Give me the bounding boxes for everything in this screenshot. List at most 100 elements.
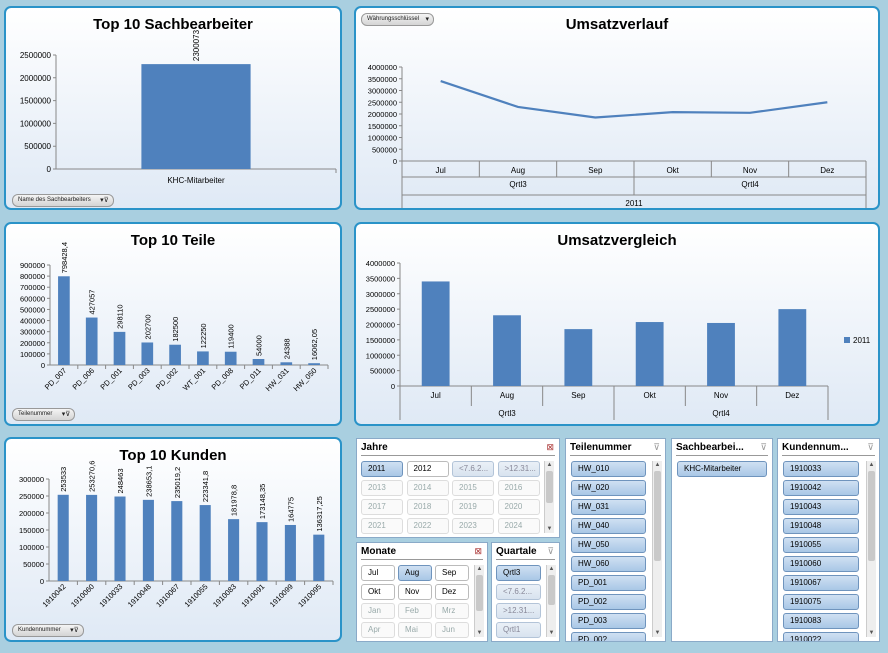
- x-tick-label: HW_050: [292, 366, 319, 393]
- slicer-item[interactable]: 2017: [361, 499, 403, 515]
- chart-panel-teile: Top 10 Teile 0 100000 200000 300000 400000 50…: [4, 222, 342, 426]
- slicer-item[interactable]: 1910048: [783, 518, 859, 534]
- filter-button-kundennummer[interactable]: Kundennummer ▾⊽: [12, 624, 84, 637]
- scroll-down-icon[interactable]: ▼: [476, 630, 483, 636]
- slicer-item[interactable]: Jan: [361, 603, 395, 619]
- x-tick-label: HW_031: [264, 366, 291, 393]
- slicer-item[interactable]: 2014: [406, 480, 449, 496]
- filter-button-sachbearbeiter[interactable]: Name des Sachbearbeiters ▾⊽: [12, 194, 114, 207]
- slicer-item[interactable]: 1910083: [783, 613, 859, 629]
- slicer-item[interactable]: 1910042: [783, 480, 859, 496]
- slicer-item[interactable]: KHC-Mitarbeiter: [677, 461, 767, 477]
- slicer-item[interactable]: HW_031: [571, 499, 646, 515]
- slicer-item[interactable]: 2024: [497, 518, 540, 534]
- slicer-item[interactable]: HW_040: [571, 518, 646, 534]
- chart-title: Top 10 Teile: [130, 232, 216, 249]
- slicer-sachbearbeiter: Sachbearbei... ⊽ KHC-Mitarbeiter: [671, 438, 773, 642]
- y-tick-label: 3500000: [368, 75, 397, 84]
- bar: [141, 342, 154, 365]
- y-tick-label: 3500000: [366, 274, 395, 283]
- x-tick-label: PD_011: [238, 366, 263, 391]
- clear-filter-icon[interactable]: ⊠: [474, 546, 482, 556]
- scrollbar[interactable]: ▲ ▼: [474, 565, 484, 637]
- slicer-item[interactable]: HW_050: [571, 537, 646, 553]
- scroll-thumb[interactable]: [546, 471, 553, 503]
- scroll-up-icon[interactable]: ▲: [476, 566, 483, 572]
- scroll-thumb[interactable]: [476, 575, 483, 611]
- y-tick-label: 1500000: [20, 97, 52, 106]
- slicer-item[interactable]: Okt: [361, 584, 395, 600]
- slicer-item[interactable]: Apr: [361, 622, 395, 638]
- slicer-item[interactable]: HW_020: [571, 480, 646, 496]
- scroll-up-icon[interactable]: ▲: [868, 462, 875, 468]
- scroll-down-icon[interactable]: ▼: [548, 630, 555, 636]
- scroll-down-icon[interactable]: ▼: [546, 526, 553, 532]
- slicer-item[interactable]: Feb: [398, 603, 432, 619]
- slicer-item[interactable]: 2016: [497, 480, 540, 496]
- slicer-item[interactable]: Qrtl1: [496, 622, 541, 638]
- slicer-item[interactable]: Qrtl3: [496, 565, 541, 581]
- scrollbar[interactable]: ▲ ▼: [546, 565, 556, 637]
- slicer-item[interactable]: 2022: [406, 518, 449, 534]
- slicer-item[interactable]: Mai: [398, 622, 432, 638]
- slicer-item[interactable]: <7.6.2...: [452, 461, 494, 477]
- scroll-down-icon[interactable]: ▼: [868, 630, 875, 636]
- chart-title: Umsatzverlauf: [565, 16, 669, 33]
- scroll-thumb[interactable]: [654, 471, 661, 561]
- filter-button-waehrung[interactable]: Währungsschlüssel ▾: [361, 13, 435, 26]
- scroll-down-icon[interactable]: ▼: [654, 630, 661, 636]
- slicer-item[interactable]: 2018: [406, 499, 449, 515]
- slicer-item[interactable]: Aug: [398, 565, 432, 581]
- slicer-item[interactable]: 1910033: [783, 461, 859, 477]
- slicer-item[interactable]: Jul: [361, 565, 395, 581]
- filter-icon[interactable]: ⊽: [867, 442, 874, 452]
- scrollbar[interactable]: ▲ ▼: [544, 461, 554, 533]
- filter-button-teilenummer[interactable]: Teilenummer ▾⊽: [12, 408, 76, 421]
- slicer-item[interactable]: PD_001: [571, 575, 646, 591]
- data-label: 238653,1: [144, 466, 153, 497]
- slicer-item[interactable]: 2012: [406, 461, 449, 477]
- slicer-item[interactable]: Sep: [435, 565, 469, 581]
- y-tick-label: 500000: [372, 145, 397, 154]
- slicer-item[interactable]: <7.6.2...: [496, 584, 541, 600]
- slicer-item[interactable]: Jun: [435, 622, 469, 638]
- slicer-item[interactable]: 19100??: [783, 632, 859, 641]
- slicer-item[interactable]: PD_00?: [571, 632, 646, 641]
- clear-filter-icon[interactable]: ⊠: [546, 442, 554, 452]
- slicer-item[interactable]: 2019: [452, 499, 494, 515]
- scroll-up-icon[interactable]: ▲: [546, 462, 553, 468]
- slicer-item[interactable]: 2013: [361, 480, 403, 496]
- slicer-item[interactable]: 2021: [361, 518, 403, 534]
- slicer-item[interactable]: 1910055: [783, 537, 859, 553]
- y-tick-label: 300000: [19, 475, 44, 484]
- scroll-up-icon[interactable]: ▲: [548, 566, 555, 572]
- slicer-item[interactable]: >12.31...: [496, 603, 541, 619]
- slicer-item[interactable]: 2015: [452, 480, 494, 496]
- slicer-item[interactable]: Dez: [435, 584, 469, 600]
- scroll-thumb[interactable]: [548, 575, 555, 605]
- slicer-item[interactable]: PD_002: [571, 594, 646, 610]
- slicer-item[interactable]: 2023: [452, 518, 494, 534]
- slicer-item[interactable]: 2020: [497, 499, 540, 515]
- slicer-item[interactable]: Nov: [398, 584, 432, 600]
- scrollbar[interactable]: ▲ ▼: [652, 461, 662, 637]
- filter-icon[interactable]: ⊽: [760, 442, 767, 452]
- slicer-item[interactable]: Mrz: [435, 603, 469, 619]
- slicer-item[interactable]: >12.31...: [497, 461, 540, 477]
- slicer-item[interactable]: 1910075: [783, 594, 859, 610]
- data-label: 223341,8: [201, 471, 210, 502]
- slicer-item[interactable]: 1910067: [783, 575, 859, 591]
- scroll-up-icon[interactable]: ▲: [654, 462, 661, 468]
- slicer-item[interactable]: HW_060: [571, 556, 646, 572]
- x-tick-label: 1910091: [239, 582, 266, 609]
- slicer-item[interactable]: 2011: [361, 461, 403, 477]
- x-tick-label: PD_008: [210, 366, 236, 392]
- filter-icon[interactable]: ⊽: [547, 546, 554, 556]
- filter-icon[interactable]: ⊽: [653, 442, 660, 452]
- scrollbar[interactable]: ▲ ▼: [866, 461, 876, 637]
- slicer-item[interactable]: PD_003: [571, 613, 646, 629]
- slicer-item[interactable]: 1910060: [783, 556, 859, 572]
- slicer-item[interactable]: HW_010: [571, 461, 646, 477]
- slicer-item[interactable]: 1910043: [783, 499, 859, 515]
- scroll-thumb[interactable]: [868, 471, 875, 561]
